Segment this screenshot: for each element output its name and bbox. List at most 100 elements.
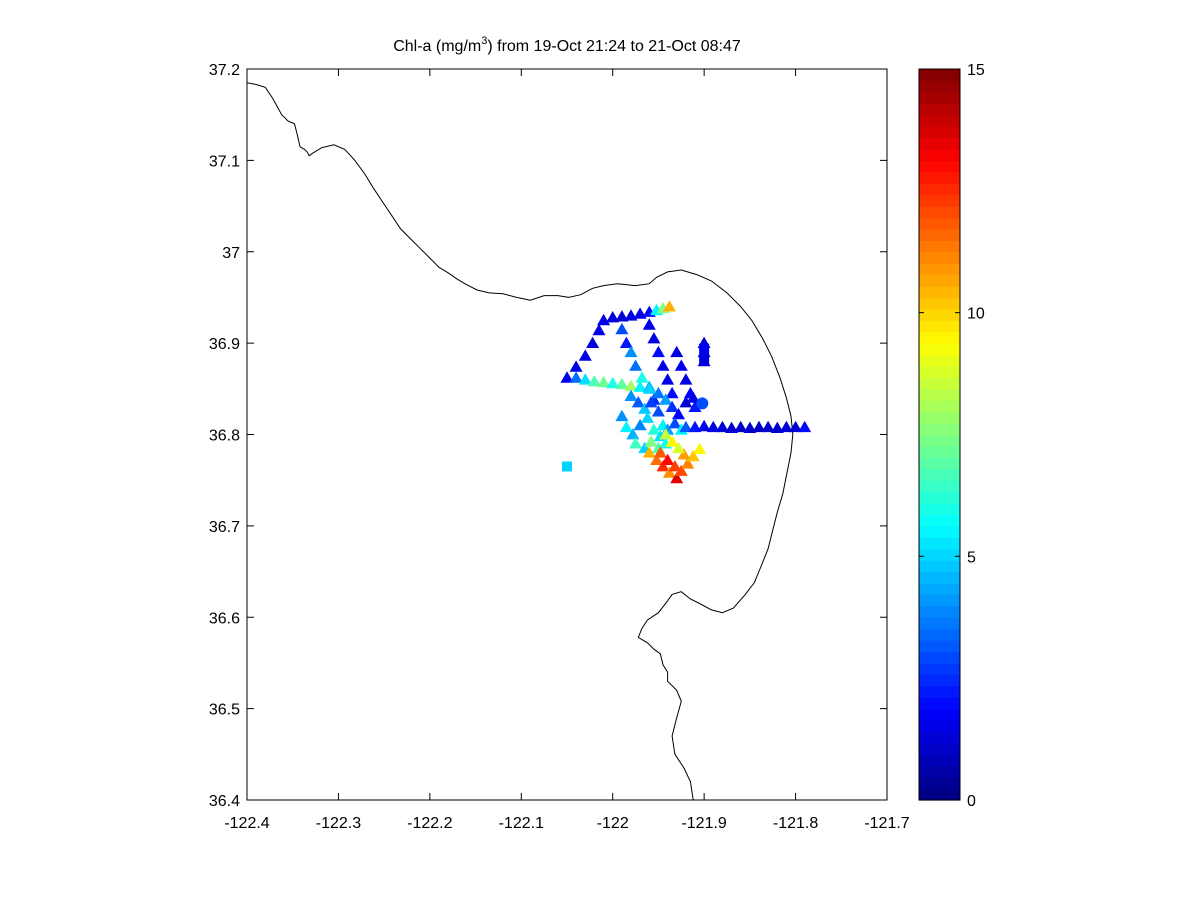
colorbar-band xyxy=(919,674,960,687)
x-tick-label: -122.4 xyxy=(224,815,269,832)
triangle-marker xyxy=(668,417,682,429)
triangle-marker xyxy=(679,396,693,408)
chart-title: Chl-a (mg/m3) from 19-Oct 21:24 to 21-Oc… xyxy=(393,35,741,55)
x-tick-label: -122 xyxy=(597,815,629,832)
colorbar-band xyxy=(919,160,960,173)
triangle-marker xyxy=(659,393,673,405)
colorbar-band xyxy=(919,388,960,401)
axis-ticks-layer: -122.4 -122.3 -122.2 -122.1 -122 -121.9 -121.8… xyxy=(209,62,910,832)
triangle-marker xyxy=(743,421,757,433)
triangle-marker xyxy=(629,359,643,371)
triangle-marker xyxy=(650,453,664,465)
colorbar-band xyxy=(919,365,960,378)
triangle-marker xyxy=(578,373,592,385)
triangle-marker xyxy=(670,471,684,484)
triangle-marker xyxy=(674,359,688,371)
square-marker xyxy=(562,461,572,472)
triangle-marker xyxy=(641,411,654,423)
x-tick-label: -121.8 xyxy=(773,815,818,832)
triangle-marker xyxy=(586,336,600,348)
triangle-marker xyxy=(681,457,695,469)
colorbar-band xyxy=(919,114,960,127)
triangle-marker xyxy=(761,420,775,433)
colorbar-band xyxy=(919,297,960,310)
colorbar-band xyxy=(919,171,960,184)
colorbar-band xyxy=(919,514,960,527)
triangle-marker xyxy=(624,345,638,358)
triangle-marker xyxy=(615,409,629,422)
x-tick-label: -121.7 xyxy=(864,815,909,832)
triangle-marker xyxy=(633,307,647,319)
triangle-marker xyxy=(651,345,665,358)
triangle-marker xyxy=(619,336,633,348)
triangle-marker xyxy=(638,402,652,414)
triangle-marker xyxy=(606,376,620,389)
triangle-marker xyxy=(798,420,812,433)
colorbar-band xyxy=(919,685,960,698)
colorbar-band xyxy=(919,137,960,150)
circle-marker xyxy=(696,397,709,410)
triangle-marker xyxy=(686,391,700,403)
colorbar-band xyxy=(919,548,960,561)
colorbar-band xyxy=(919,491,960,504)
x-tick-label: -122.3 xyxy=(316,815,361,832)
triangle-marker xyxy=(597,375,611,388)
colorbar-band xyxy=(919,708,960,721)
chart-title-superscript: 3 xyxy=(481,35,487,47)
y-tick-label: 36.8 xyxy=(209,428,240,445)
colorbar-band xyxy=(919,69,960,82)
triangle-marker xyxy=(665,400,679,412)
x-tick-label: -121.9 xyxy=(681,815,726,832)
x-tick-label: -122.1 xyxy=(499,815,544,832)
triangle-marker xyxy=(644,435,658,447)
triangle-marker xyxy=(706,420,720,433)
y-tick-label: 36.6 xyxy=(209,610,240,627)
triangle-marker xyxy=(697,419,711,432)
colorbar-band xyxy=(919,228,960,241)
colorbar-tick-label: 5 xyxy=(967,549,976,566)
y-tick-label: 36.4 xyxy=(209,793,240,810)
triangle-marker xyxy=(677,448,691,460)
triangle-marker xyxy=(624,379,638,391)
triangle-marker xyxy=(624,309,638,321)
colorbar-band xyxy=(919,354,960,367)
colorbar-band xyxy=(919,411,960,424)
triangle-marker xyxy=(659,428,673,440)
triangle-marker xyxy=(688,420,702,433)
colorbar-band xyxy=(919,697,960,710)
triangle-marker xyxy=(624,389,638,401)
triangle-marker xyxy=(693,442,707,454)
colorbar-band xyxy=(919,731,960,744)
triangle-marker xyxy=(662,466,676,478)
triangle-marker xyxy=(615,377,629,390)
colorbar-band xyxy=(919,754,960,767)
colorbar-band xyxy=(919,537,960,550)
triangle-marker xyxy=(770,421,784,433)
colorbar-band xyxy=(919,560,960,573)
triangle-marker xyxy=(578,349,592,361)
triangle-marker xyxy=(569,360,583,372)
colorbar-band xyxy=(919,480,960,493)
colorbar-band xyxy=(919,194,960,207)
y-tick-label: 37.1 xyxy=(209,153,240,170)
y-tick-label: 36.5 xyxy=(209,702,240,719)
triangle-marker xyxy=(662,300,676,312)
colorbar-band xyxy=(919,662,960,675)
triangle-marker xyxy=(661,373,675,385)
triangle-marker xyxy=(615,322,629,335)
colorbar-band xyxy=(919,742,960,755)
colorbar: 0 5 10 15 xyxy=(919,62,985,810)
colorbar-band xyxy=(919,274,960,287)
y-tick-label: 36.9 xyxy=(209,336,240,353)
triangle-marker xyxy=(752,420,766,433)
triangle-marker xyxy=(665,435,679,447)
square-marker xyxy=(699,343,710,354)
triangle-marker xyxy=(606,311,620,323)
triangle-marker xyxy=(734,420,748,433)
triangle-marker xyxy=(631,396,645,408)
colorbar-band xyxy=(919,468,960,481)
square-marker xyxy=(699,353,710,364)
colorbar-band xyxy=(919,582,960,595)
colorbar-band xyxy=(919,286,960,299)
y-tick-label: 37 xyxy=(222,245,240,262)
